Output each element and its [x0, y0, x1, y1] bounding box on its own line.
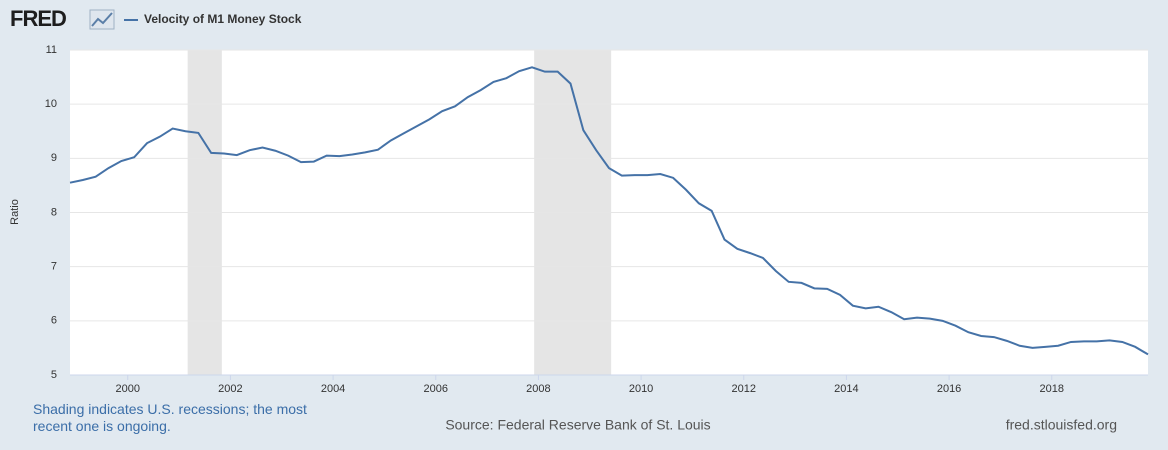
x-tick-label: 2018 — [1040, 383, 1064, 395]
logo: FRED — [10, 6, 66, 31]
x-tick-label: 2016 — [937, 383, 961, 395]
y-tick-label: 7 — [51, 261, 57, 273]
x-tick-label: 2014 — [834, 383, 858, 395]
legend-label: Velocity of M1 Money Stock — [144, 12, 302, 26]
y-tick-label: 10 — [45, 98, 57, 110]
x-tick-label: 2004 — [321, 383, 345, 395]
y-tick-label: 6 — [51, 315, 57, 327]
x-tick-label: 2002 — [218, 383, 242, 395]
y-axis-label: Ratio — [9, 199, 21, 225]
x-tick-label: 2012 — [732, 383, 756, 395]
data-line — [69, 66, 1149, 356]
y-tick-label: 11 — [46, 44, 57, 56]
x-tick-label: 2008 — [526, 383, 550, 395]
x-tick-label: 2006 — [424, 383, 448, 395]
source: Source: Federal Reserve Bank of St. Loui… — [445, 417, 710, 433]
x-tick-label: 2000 — [116, 383, 140, 395]
recession-note: Shading indicates U.S. recessions; the m… — [33, 401, 307, 434]
logo-icon — [89, 9, 115, 30]
y-tick-label: 8 — [51, 206, 57, 218]
y-tick-label: 5 — [51, 369, 57, 381]
y-tick-label: 9 — [51, 152, 57, 164]
site-url: fred.stlouisfed.org — [1006, 417, 1117, 433]
x-tick-label: 2010 — [629, 383, 653, 395]
